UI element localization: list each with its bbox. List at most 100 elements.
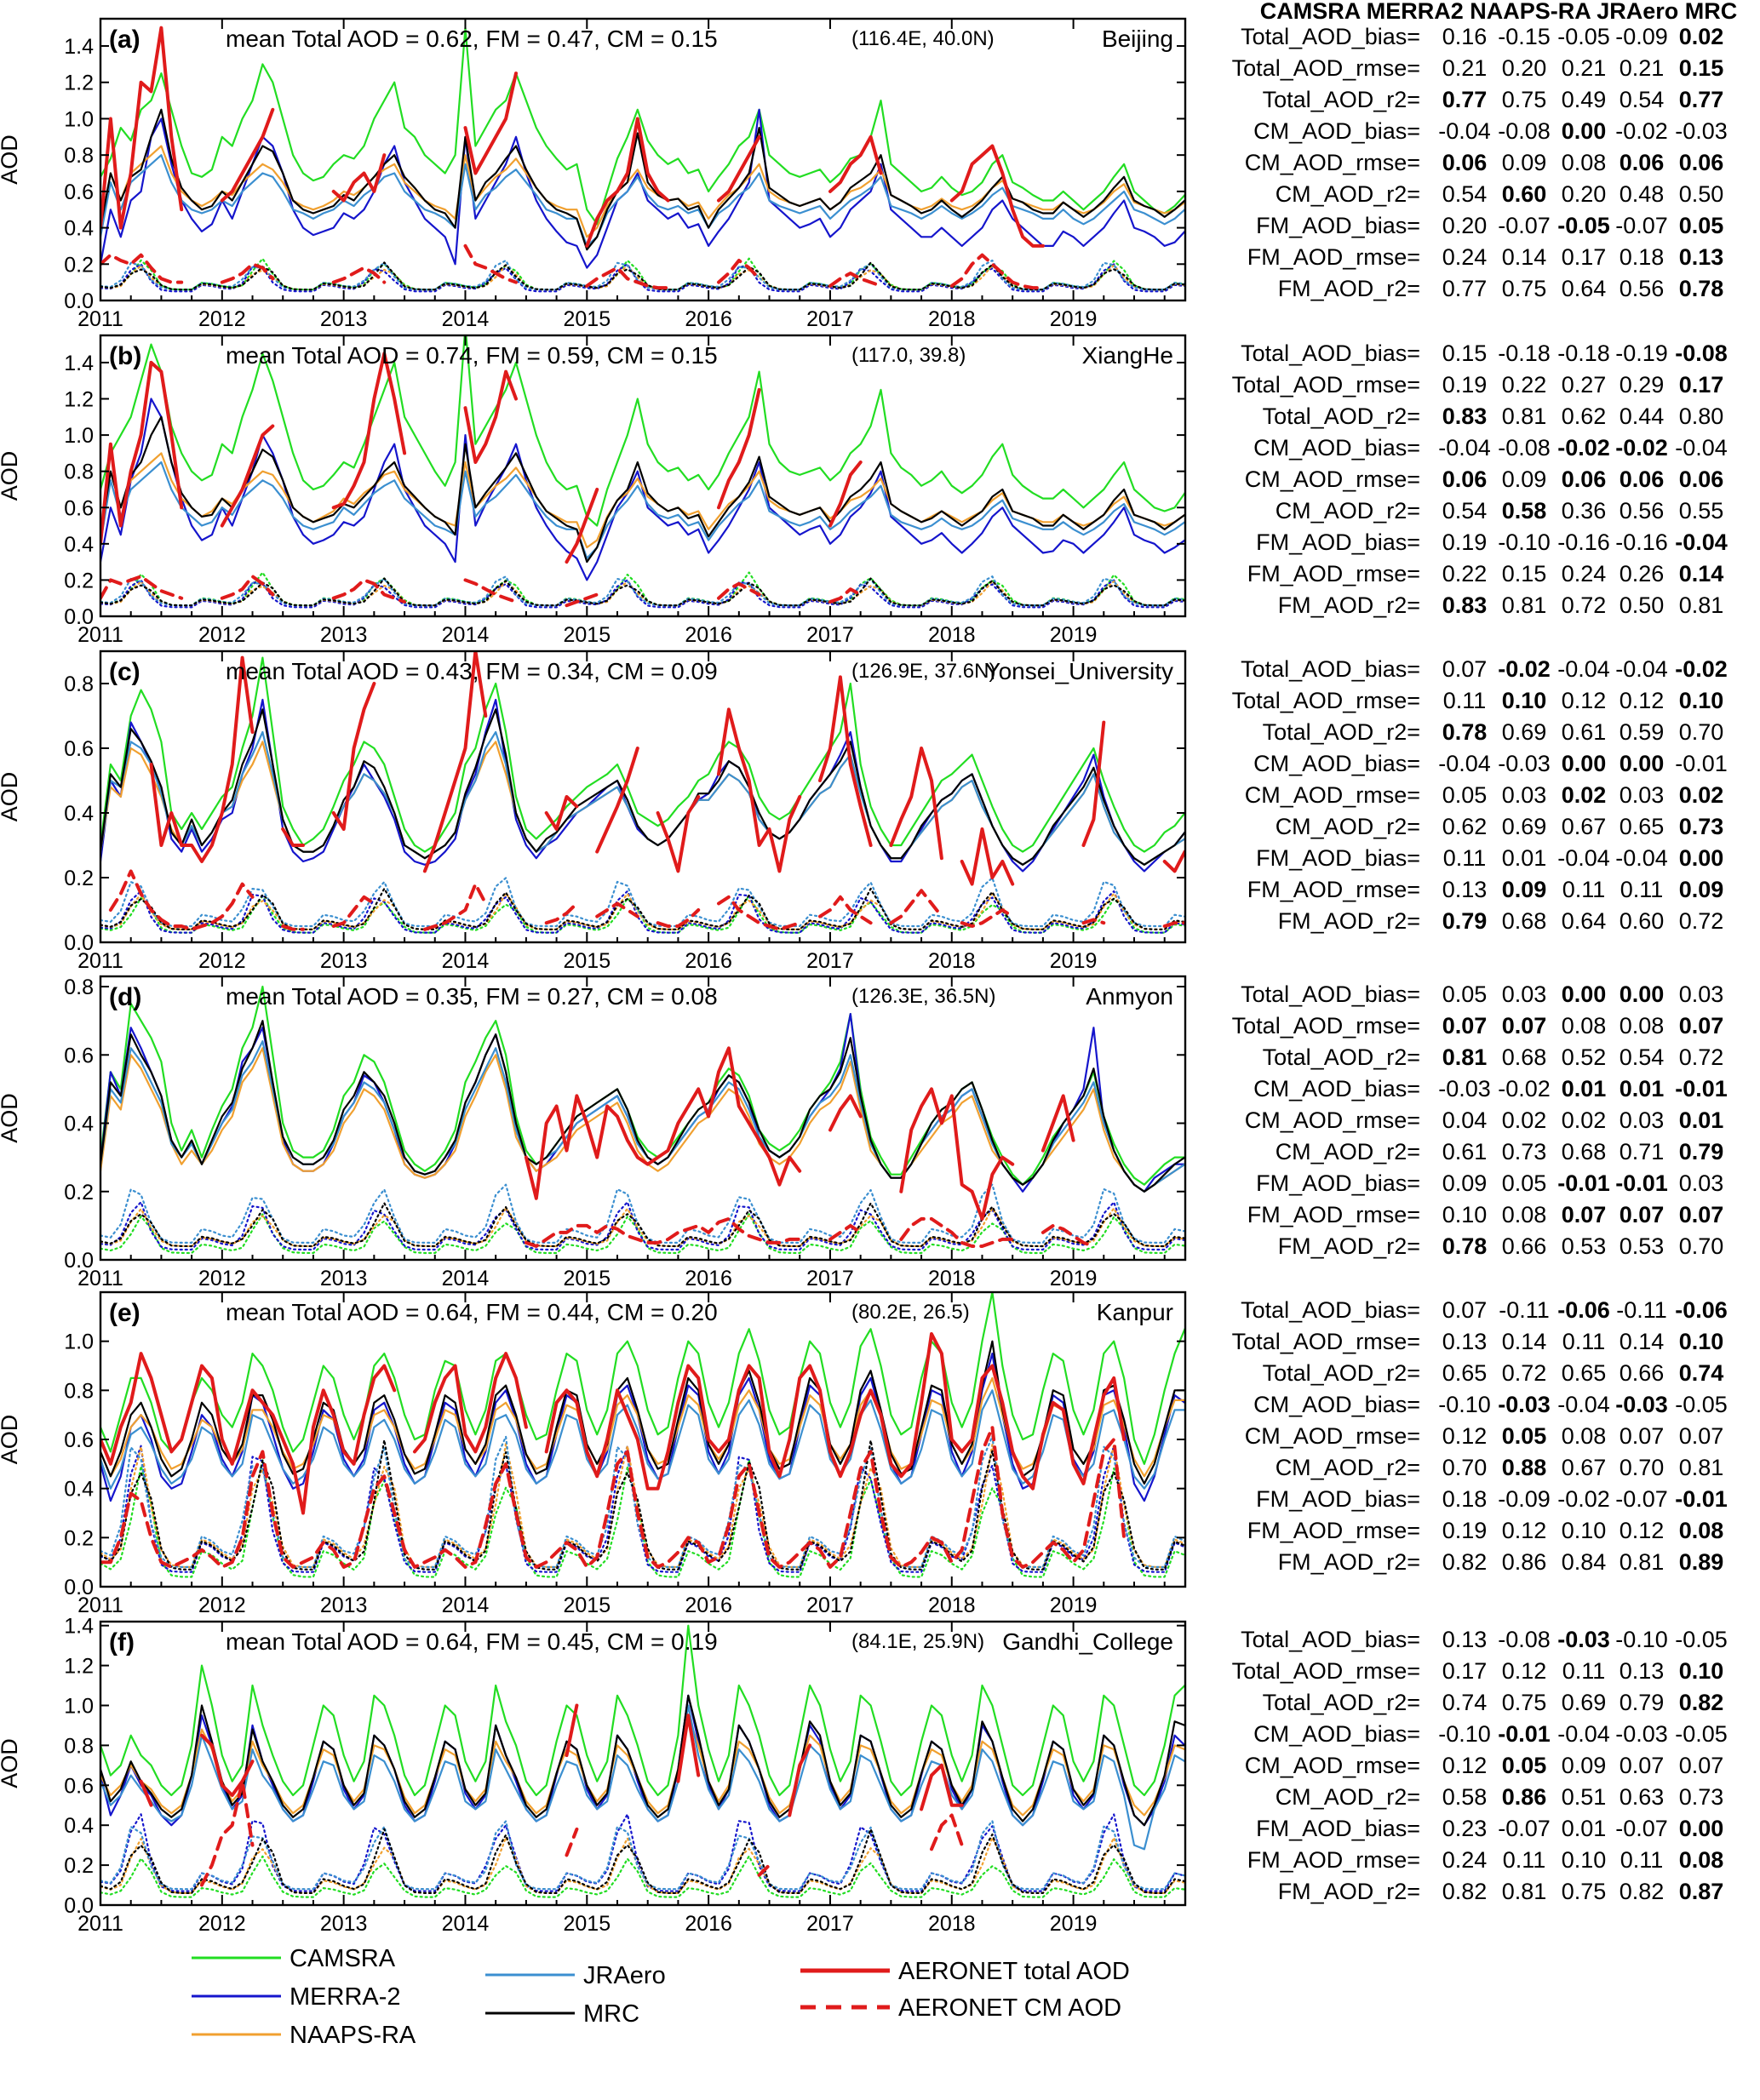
y-tick-label: 0.0 (64, 289, 94, 313)
y-tick-label: 0.8 (64, 144, 94, 168)
stat-value: -0.03 (1615, 1721, 1668, 1747)
stat-value: 0.24 (1562, 561, 1607, 587)
dotted-series-camsra (100, 571, 1185, 607)
stat-value: -0.08 (1498, 435, 1551, 461)
x-tick-label: 2014 (442, 949, 490, 973)
y-tick-label: 0.0 (64, 605, 94, 629)
stat-value: 0.82 (1442, 1549, 1488, 1575)
stat-value: 0.09 (1562, 1753, 1607, 1778)
stat-value: -0.02 (1615, 118, 1668, 144)
y-tick-label: 0.8 (64, 461, 94, 484)
stat-value: 0.88 (1502, 1455, 1547, 1480)
panel-letter: (f) (109, 1628, 135, 1657)
stat-value: 0.72 (1679, 908, 1724, 934)
stat-value: 0.09 (1679, 877, 1724, 902)
stat-value: -0.02 (1498, 1076, 1551, 1101)
x-tick-label: 2012 (198, 307, 246, 331)
stat-label: Total_AOD_rmse= (1232, 372, 1420, 398)
x-tick-label: 2017 (806, 623, 854, 647)
dotted-series-jraero (100, 1820, 1185, 1891)
stat-label: Total_AOD_bias= (1241, 656, 1420, 682)
stat-value: 0.01 (1620, 1076, 1665, 1101)
stat-value: -0.04 (1557, 845, 1610, 871)
stat-value: -0.16 (1615, 529, 1668, 555)
x-tick-label: 2015 (563, 949, 611, 973)
stat-value: 0.00 (1679, 1816, 1724, 1841)
stat-value: -0.03 (1498, 1392, 1551, 1417)
stat-value: 0.14 (1620, 1329, 1665, 1354)
stat-value: -0.02 (1557, 435, 1610, 461)
x-tick-label: 2011 (77, 949, 123, 973)
x-tick-label: 2018 (928, 1912, 976, 1936)
stat-value: 0.09 (1502, 466, 1547, 492)
plot-frame (99, 334, 1187, 618)
stat-label: CM_AOD_bias= (1253, 118, 1420, 144)
stat-value: 0.80 (1679, 403, 1724, 429)
series-jraero (100, 461, 1185, 559)
stat-value: 0.03 (1679, 1170, 1724, 1196)
stat-value: 0.66 (1502, 1233, 1547, 1259)
stat-value: 0.13 (1679, 244, 1724, 270)
stat-value: -0.04 (1557, 656, 1610, 682)
x-tick-label: 2016 (685, 1912, 732, 1936)
stat-value: 0.08 (1562, 1423, 1607, 1449)
series-aeronet_cm (108, 869, 1185, 931)
stat-label: FM_AOD_rmse= (1247, 877, 1420, 902)
stat-value: -0.05 (1675, 1721, 1728, 1747)
panel-e: 0.0 0.2 0.4 0.6 0.8 1.0 2011 2012 2013 2014 2015 20… (0, 1290, 1728, 1617)
stat-value: 0.27 (1562, 372, 1607, 398)
stat-value: 0.07 (1620, 1753, 1665, 1778)
stat-value: 0.50 (1679, 181, 1724, 207)
stat-label: CM_AOD_bias= (1253, 1076, 1420, 1101)
series-mrc (100, 708, 1185, 866)
stat-value: 0.07 (1502, 1013, 1547, 1039)
stat-value: -0.01 (1675, 1076, 1728, 1101)
series-aeronet_total (100, 1332, 1127, 1515)
site-name: XiangHe (1082, 342, 1173, 369)
dotted-series-mrc (100, 1202, 1185, 1248)
y-tick-label: 0.8 (64, 672, 94, 696)
series-aeronet_total (149, 651, 1185, 886)
x-tick-label: 2016 (685, 1594, 732, 1617)
dotted-series-merra-2 (100, 890, 1185, 934)
stat-value: 0.03 (1620, 782, 1665, 808)
stat-value: 0.09 (1502, 877, 1547, 902)
stat-label: FM_AOD_rmse= (1247, 1518, 1420, 1543)
series-group (100, 985, 1185, 1248)
series-camsra (100, 985, 1185, 1186)
stat-label: CM_AOD_rmse= (1245, 1107, 1420, 1133)
stat-label: Total_AOD_r2= (1263, 719, 1420, 745)
stat-value: 0.82 (1620, 1879, 1665, 1904)
stat-value: 0.05 (1502, 1753, 1547, 1778)
x-tick-label: 2014 (442, 1267, 490, 1290)
panel-letter: (d) (109, 983, 141, 1011)
stat-value: 0.04 (1442, 1107, 1488, 1133)
stat-value: 0.10 (1679, 1658, 1724, 1684)
stat-value: 0.18 (1442, 1486, 1488, 1512)
stat-label: FM_AOD_rmse= (1247, 1847, 1420, 1873)
x-tick-label: 2014 (442, 623, 490, 647)
stat-value: 0.26 (1620, 561, 1665, 587)
x-tick-label: 2019 (1050, 949, 1098, 973)
stats-table: Total_AOD_bias= 0.16 -0.15 -0.05 -0.09 0.02To… (1232, 24, 1728, 301)
stat-value: 0.82 (1442, 1879, 1488, 1904)
stat-value: -0.05 (1675, 1392, 1728, 1417)
y-tick-label: 1.0 (64, 1330, 94, 1354)
stat-value: 0.63 (1620, 1784, 1665, 1810)
stat-value: 0.00 (1679, 845, 1724, 871)
stat-label: FM_AOD_r2= (1278, 1549, 1420, 1575)
stat-value: 0.12 (1562, 688, 1607, 713)
x-tick-label: 2015 (563, 1912, 611, 1936)
stat-value: 0.05 (1679, 213, 1724, 238)
stat-value: 0.14 (1679, 561, 1724, 587)
stat-value: -0.04 (1615, 656, 1668, 682)
site-name: Gandhi_College (1002, 1628, 1173, 1655)
stat-value: 0.08 (1679, 1518, 1724, 1543)
stat-value: 0.81 (1502, 403, 1547, 429)
x-tick-label: 2011 (77, 1594, 123, 1617)
stat-value: 0.73 (1679, 814, 1724, 839)
x-tick-label: 2016 (685, 949, 732, 973)
x-tick-label: 2011 (77, 623, 123, 647)
stat-label: FM_AOD_bias= (1256, 845, 1420, 871)
y-tick-label: 0.2 (64, 867, 94, 890)
